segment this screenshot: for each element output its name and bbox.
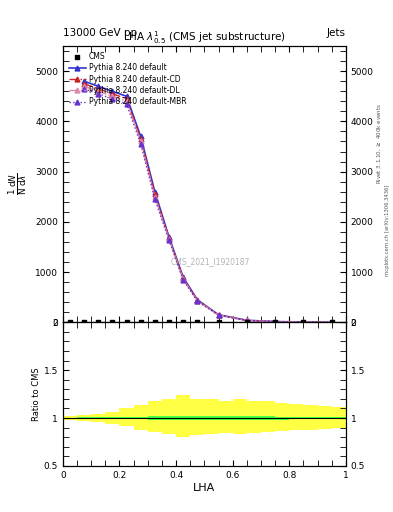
Text: mcplots.cern.ch [arXiv:1306.3436]: mcplots.cern.ch [arXiv:1306.3436]: [385, 185, 389, 276]
Pythia 8.240 default-CD: [273, 318, 277, 325]
Pythia 8.240 default-CD: [124, 96, 129, 102]
CMS: [215, 318, 222, 326]
Pythia 8.240 default-DL: [167, 236, 171, 242]
Pythia 8.240 default: [329, 319, 334, 325]
Pythia 8.240 default-DL: [124, 98, 129, 104]
CMS: [152, 318, 158, 326]
Pythia 8.240 default-MBR: [301, 319, 306, 325]
CMS: [166, 318, 172, 326]
Text: CMS_2021_I1920187: CMS_2021_I1920187: [170, 257, 250, 266]
Pythia 8.240 default: [82, 78, 86, 84]
Pythia 8.240 default: [195, 296, 200, 303]
Pythia 8.240 default-MBR: [244, 317, 249, 324]
Line: Pythia 8.240 default-MBR: Pythia 8.240 default-MBR: [82, 87, 334, 325]
Pythia 8.240 default-MBR: [216, 312, 221, 318]
X-axis label: LHA: LHA: [193, 482, 215, 493]
Text: Rivet 3.1.10, $\geq$ 400k events: Rivet 3.1.10, $\geq$ 400k events: [375, 103, 383, 184]
Pythia 8.240 default-DL: [216, 312, 221, 318]
Pythia 8.240 default-CD: [96, 86, 101, 92]
CMS: [180, 318, 186, 326]
Pythia 8.240 default-MBR: [138, 141, 143, 147]
Pythia 8.240 default: [167, 234, 171, 240]
Line: Pythia 8.240 default-DL: Pythia 8.240 default-DL: [82, 84, 334, 325]
Pythia 8.240 default: [273, 318, 277, 325]
Pythia 8.240 default-CD: [181, 275, 185, 281]
Pythia 8.240 default-MBR: [152, 196, 157, 202]
Line: Pythia 8.240 default: Pythia 8.240 default: [82, 79, 334, 325]
CMS: [300, 318, 307, 326]
Pythia 8.240 default-CD: [216, 312, 221, 318]
Text: Jets: Jets: [327, 28, 346, 38]
Pythia 8.240 default-MBR: [167, 237, 171, 243]
Pythia 8.240 default: [110, 88, 115, 94]
Pythia 8.240 default-DL: [96, 88, 101, 94]
Pythia 8.240 default-DL: [301, 319, 306, 325]
Pythia 8.240 default-MBR: [273, 318, 277, 325]
CMS: [67, 318, 73, 326]
Pythia 8.240 default: [216, 312, 221, 318]
Pythia 8.240 default-DL: [244, 317, 249, 324]
Pythia 8.240 default-MBR: [195, 298, 200, 304]
Pythia 8.240 default-MBR: [329, 319, 334, 325]
Pythia 8.240 default-CD: [329, 319, 334, 325]
CMS: [123, 318, 130, 326]
Pythia 8.240 default: [181, 274, 185, 280]
CMS: [81, 318, 87, 326]
Y-axis label: $\frac{1}{\mathrm{N}}\frac{\mathrm{d}N}{\mathrm{d}\lambda}$: $\frac{1}{\mathrm{N}}\frac{\mathrm{d}N}{…: [7, 173, 29, 195]
Legend: CMS, Pythia 8.240 default, Pythia 8.240 default-CD, Pythia 8.240 default-DL, Pyt: CMS, Pythia 8.240 default, Pythia 8.240 …: [67, 50, 189, 109]
Pythia 8.240 default-MBR: [181, 277, 185, 283]
CMS: [329, 318, 335, 326]
Pythia 8.240 default-CD: [82, 81, 86, 87]
Title: LHA $\lambda^{1}_{0.5}$ (CMS jet substructure): LHA $\lambda^{1}_{0.5}$ (CMS jet substru…: [123, 29, 286, 46]
Text: 13000 GeV pp: 13000 GeV pp: [63, 28, 137, 38]
Line: Pythia 8.240 default-CD: Pythia 8.240 default-CD: [82, 81, 334, 325]
CMS: [244, 318, 250, 326]
Pythia 8.240 default-CD: [110, 91, 115, 97]
Pythia 8.240 default-DL: [138, 138, 143, 144]
Pythia 8.240 default-DL: [82, 83, 86, 89]
Pythia 8.240 default-MBR: [82, 86, 86, 92]
Pythia 8.240 default-DL: [273, 318, 277, 325]
Pythia 8.240 default-MBR: [124, 101, 129, 107]
Pythia 8.240 default-CD: [152, 191, 157, 197]
Pythia 8.240 default-CD: [301, 319, 306, 325]
Pythia 8.240 default-DL: [329, 319, 334, 325]
CMS: [194, 318, 200, 326]
Pythia 8.240 default: [244, 317, 249, 324]
Pythia 8.240 default-MBR: [96, 91, 101, 97]
CMS: [95, 318, 101, 326]
Pythia 8.240 default: [301, 319, 306, 325]
Pythia 8.240 default-MBR: [110, 96, 115, 102]
CMS: [109, 318, 116, 326]
CMS: [272, 318, 278, 326]
Pythia 8.240 default-CD: [138, 136, 143, 142]
Pythia 8.240 default: [96, 83, 101, 89]
Pythia 8.240 default-DL: [195, 297, 200, 304]
Pythia 8.240 default-DL: [181, 276, 185, 282]
Pythia 8.240 default-DL: [110, 93, 115, 99]
Pythia 8.240 default: [124, 93, 129, 99]
Pythia 8.240 default-CD: [244, 317, 249, 324]
Y-axis label: Ratio to CMS: Ratio to CMS: [32, 367, 41, 421]
CMS: [138, 318, 144, 326]
Pythia 8.240 default-CD: [167, 235, 171, 241]
Pythia 8.240 default-CD: [195, 297, 200, 303]
Pythia 8.240 default: [152, 188, 157, 195]
Pythia 8.240 default: [138, 134, 143, 140]
Pythia 8.240 default-DL: [152, 194, 157, 200]
